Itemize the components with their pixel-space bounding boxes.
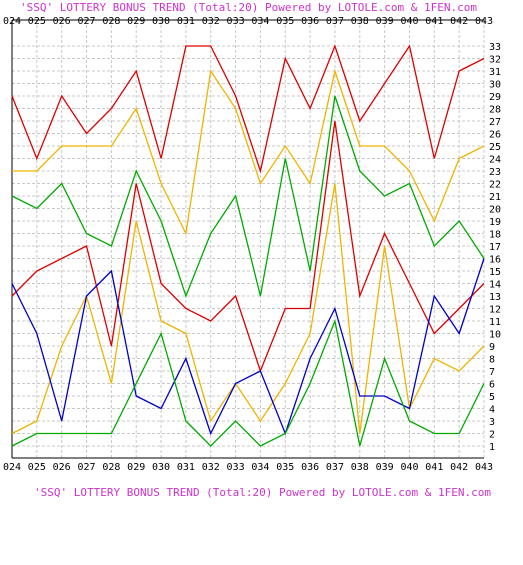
x-tick-label: 035 bbox=[276, 16, 294, 27]
y-tick-label: 29 bbox=[489, 92, 501, 103]
chart-series bbox=[11, 44, 485, 447]
x-tick-label: 033 bbox=[227, 462, 245, 473]
y-tick-label: 26 bbox=[489, 130, 501, 141]
x-tick-label: 036 bbox=[301, 16, 319, 27]
x-tick-label: 043 bbox=[475, 462, 493, 473]
y-tick-label: 16 bbox=[489, 255, 501, 266]
y-tick-label: 32 bbox=[489, 55, 501, 66]
y-tick-label: 31 bbox=[489, 67, 501, 78]
y-tick-label: 5 bbox=[489, 392, 495, 403]
y-tick-label: 21 bbox=[489, 192, 501, 203]
x-tick-label: 024 bbox=[3, 462, 21, 473]
x-tick-label: 035 bbox=[276, 462, 294, 473]
y-tick-label: 8 bbox=[489, 355, 495, 366]
x-tick-labels-bottom: 024 025 026 027 028 029 030 031 032 033 034 035 036 0… bbox=[3, 462, 493, 473]
y-tick-label: 20 bbox=[489, 205, 501, 216]
x-tick-label: 043 bbox=[475, 16, 493, 27]
x-tick-label: 027 bbox=[77, 462, 95, 473]
x-tick-label: 032 bbox=[202, 16, 220, 27]
y-tick-label: 25 bbox=[489, 142, 501, 153]
series-line-5 bbox=[11, 183, 485, 435]
x-tick-label: 040 bbox=[400, 462, 418, 473]
series-line-7 bbox=[11, 318, 485, 447]
chart-axes bbox=[11, 19, 484, 459]
y-tick-label: 24 bbox=[489, 155, 501, 166]
series-line-2 bbox=[12, 68, 485, 236]
chart-title: 'SSQ' LOTTERY BONUS TREND (Total:20) Pow… bbox=[20, 1, 477, 14]
y-tick-label: 15 bbox=[489, 267, 501, 278]
series-line-4 bbox=[11, 120, 485, 373]
x-tick-label: 034 bbox=[251, 16, 269, 27]
x-tick-label: 037 bbox=[326, 462, 344, 473]
y-tick-labels: 1234567891011121314151617181920212223242… bbox=[489, 42, 501, 453]
y-tick-label: 1 bbox=[489, 442, 495, 453]
y-tick-label: 6 bbox=[489, 380, 495, 391]
y-tick-label: 10 bbox=[489, 330, 501, 341]
series-line-3 bbox=[11, 95, 485, 298]
x-tick-label: 038 bbox=[351, 16, 369, 27]
x-tick-label: 028 bbox=[102, 16, 120, 27]
y-tick-label: 33 bbox=[489, 42, 501, 53]
x-tick-label: 031 bbox=[177, 462, 195, 473]
x-tick-label: 024 bbox=[3, 16, 21, 27]
x-tick-label: 041 bbox=[425, 462, 443, 473]
chart-bottom-caption: 'SSQ' LOTTERY BONUS TREND (Total:20) Pow… bbox=[34, 486, 491, 499]
x-tick-label: 036 bbox=[301, 462, 319, 473]
y-tick-label: 27 bbox=[489, 117, 501, 128]
y-tick-label: 18 bbox=[489, 230, 501, 241]
x-tick-label: 042 bbox=[450, 16, 468, 27]
series-line-1 bbox=[11, 44, 485, 174]
series-line-6 bbox=[11, 258, 485, 436]
y-tick-label: 22 bbox=[489, 180, 501, 191]
x-tick-label: 029 bbox=[127, 462, 145, 473]
y-tick-label: 9 bbox=[489, 342, 495, 353]
x-tick-label: 042 bbox=[450, 462, 468, 473]
y-tick-label: 23 bbox=[489, 167, 501, 178]
y-tick-label: 12 bbox=[489, 305, 501, 316]
x-tick-label: 029 bbox=[127, 16, 145, 27]
x-tick-label: 028 bbox=[102, 462, 120, 473]
y-tick-label: 30 bbox=[489, 80, 501, 91]
x-tick-label: 030 bbox=[152, 462, 170, 473]
y-tick-label: 3 bbox=[489, 417, 495, 428]
x-tick-label: 039 bbox=[376, 462, 394, 473]
y-tick-label: 2 bbox=[489, 430, 495, 441]
x-tick-label: 025 bbox=[28, 462, 46, 473]
x-tick-label: 033 bbox=[227, 16, 245, 27]
x-tick-label: 032 bbox=[202, 462, 220, 473]
x-tick-label: 037 bbox=[326, 16, 344, 27]
y-tick-label: 19 bbox=[489, 217, 501, 228]
x-tick-label: 027 bbox=[77, 16, 95, 27]
x-tick-label: 034 bbox=[251, 462, 269, 473]
x-tick-label: 038 bbox=[351, 462, 369, 473]
x-tick-label: 040 bbox=[400, 16, 418, 27]
x-tick-label: 031 bbox=[177, 16, 195, 27]
y-tick-label: 7 bbox=[489, 367, 495, 378]
y-tick-label: 17 bbox=[489, 242, 501, 253]
y-tick-label: 14 bbox=[489, 280, 501, 291]
x-tick-label: 030 bbox=[152, 16, 170, 27]
y-tick-label: 4 bbox=[489, 405, 495, 416]
x-tick-label: 026 bbox=[53, 462, 71, 473]
x-tick-label: 025 bbox=[28, 16, 46, 27]
x-tick-label: 039 bbox=[376, 16, 394, 27]
y-tick-label: 11 bbox=[489, 317, 501, 328]
y-tick-label: 28 bbox=[489, 105, 501, 116]
y-tick-label: 13 bbox=[489, 292, 501, 303]
x-tick-labels-top: 024 025 026 027 028 029 030 031 032 033 034 035 036 0… bbox=[3, 16, 493, 27]
x-tick-label: 026 bbox=[53, 16, 71, 27]
x-tick-label: 041 bbox=[425, 16, 443, 27]
